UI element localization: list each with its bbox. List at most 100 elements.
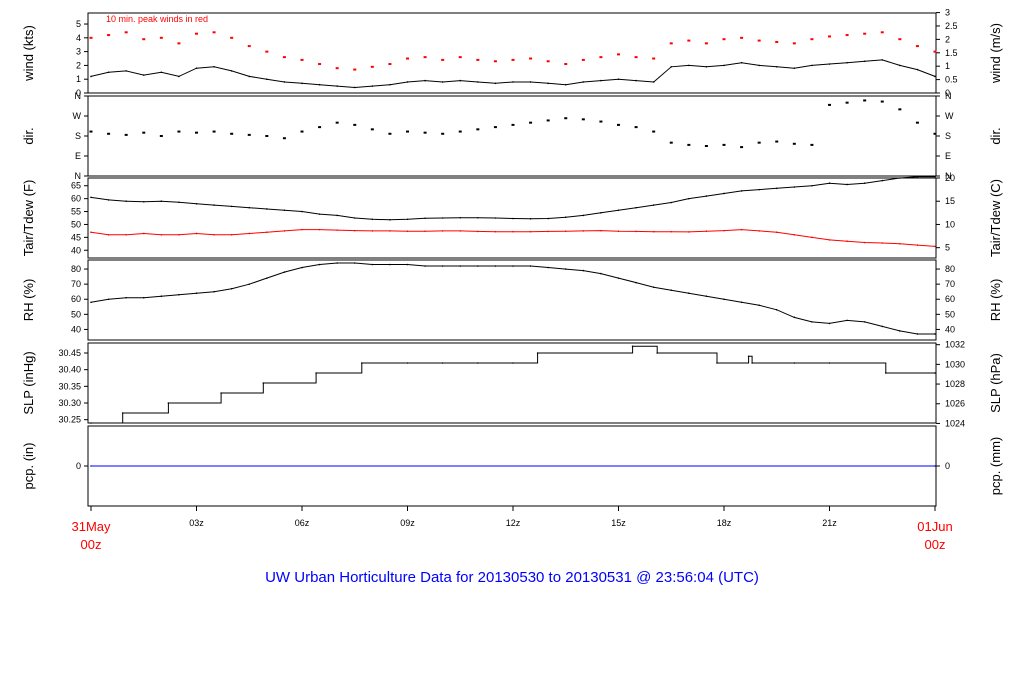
data-point — [301, 82, 303, 85]
data-point — [107, 71, 110, 74]
data-point — [512, 362, 514, 364]
ytick-left-label: 50 — [71, 219, 81, 229]
data-point — [723, 229, 725, 232]
ytick-right-label: E — [945, 151, 951, 161]
data-point — [389, 83, 391, 86]
data-point — [441, 230, 444, 232]
data-point — [459, 230, 462, 232]
data-point — [90, 75, 92, 78]
data-point — [213, 204, 215, 206]
ytick-left-label: 0 — [76, 88, 81, 98]
data-point — [318, 228, 321, 231]
ytick-right-label: N — [945, 171, 952, 181]
x-start-day: 31May — [71, 519, 111, 534]
ytick-left-label: 40 — [71, 324, 81, 334]
ytick-left-label: 3 — [76, 47, 81, 57]
data-point — [582, 230, 585, 232]
data-point — [178, 201, 180, 204]
ylabel-left: Tair/Tdew (F) — [21, 180, 36, 257]
data-point — [617, 78, 620, 81]
data-point — [934, 333, 936, 335]
data-point — [90, 465, 92, 467]
data-point — [301, 266, 303, 269]
data-point — [441, 132, 445, 135]
data-point — [230, 132, 234, 135]
data-point — [370, 128, 374, 131]
ylabel-right: SLP (hPa) — [988, 353, 1003, 413]
data-point — [248, 206, 251, 209]
ytick-right-label: 1028 — [945, 379, 965, 389]
data-point — [546, 60, 550, 63]
data-point — [811, 321, 813, 323]
data-point — [336, 85, 338, 87]
ytick-right-label: 50 — [945, 309, 955, 319]
data-point — [915, 45, 919, 48]
ytick-right-label: 60 — [945, 294, 955, 304]
data-point — [458, 56, 462, 59]
data-point — [740, 228, 743, 231]
panels: wind (kts) wind (m/s)01234500.511.522.531… — [21, 8, 1003, 507]
data-point — [360, 362, 363, 364]
data-point — [635, 281, 637, 284]
data-point — [828, 239, 831, 241]
data-point — [220, 392, 222, 394]
data-point — [916, 244, 919, 246]
data-point — [863, 321, 866, 323]
data-point — [740, 146, 744, 149]
data-point — [476, 58, 480, 61]
data-point — [230, 70, 233, 72]
data-point — [230, 287, 233, 290]
series-wind-1 — [89, 31, 937, 71]
data-point — [477, 362, 479, 364]
x-start-hour: 00z — [81, 537, 102, 552]
data-point — [529, 81, 532, 83]
data-point — [477, 216, 479, 219]
data-point — [529, 230, 532, 233]
panel-annotation: 10 min. peak winds in red — [106, 14, 208, 24]
data-point — [89, 130, 93, 133]
data-point — [493, 60, 497, 63]
ytick-left-label: 30.30 — [58, 398, 81, 408]
data-point — [775, 231, 778, 233]
data-point — [282, 56, 286, 59]
data-point — [652, 230, 655, 233]
data-point — [107, 132, 111, 135]
x-end-hour: 00z — [925, 537, 946, 552]
data-point — [582, 81, 585, 83]
data-point — [775, 65, 778, 68]
data-point — [389, 219, 391, 221]
data-point — [845, 34, 849, 37]
data-point — [740, 36, 744, 39]
xtick-label: 21z — [822, 518, 837, 528]
data-point — [846, 183, 848, 186]
data-point — [142, 200, 145, 203]
data-point — [230, 205, 233, 208]
data-point — [582, 214, 585, 217]
xtick-label: 09z — [400, 518, 415, 528]
data-point — [775, 140, 779, 143]
data-point — [687, 143, 691, 146]
data-point — [336, 214, 338, 217]
xtick-label: 03z — [189, 518, 204, 528]
data-point — [90, 422, 92, 424]
panel-frame — [87, 177, 937, 259]
data-point — [315, 372, 317, 374]
data-point — [536, 352, 539, 354]
data-point — [248, 75, 251, 78]
data-point — [529, 57, 533, 60]
data-point — [213, 290, 215, 293]
data-point — [371, 230, 374, 232]
data-point — [740, 301, 743, 304]
data-point — [631, 345, 634, 348]
data-point — [547, 217, 549, 220]
data-point — [846, 240, 848, 243]
ytick-left-label: 30.45 — [58, 348, 81, 358]
data-point — [863, 182, 866, 184]
data-point — [266, 277, 268, 279]
data-point — [318, 263, 321, 266]
series-temperature-1 — [90, 228, 936, 248]
ytick-right-label: 1.5 — [945, 48, 958, 58]
data-point — [511, 58, 515, 61]
data-point — [564, 230, 567, 232]
data-point — [262, 382, 265, 384]
